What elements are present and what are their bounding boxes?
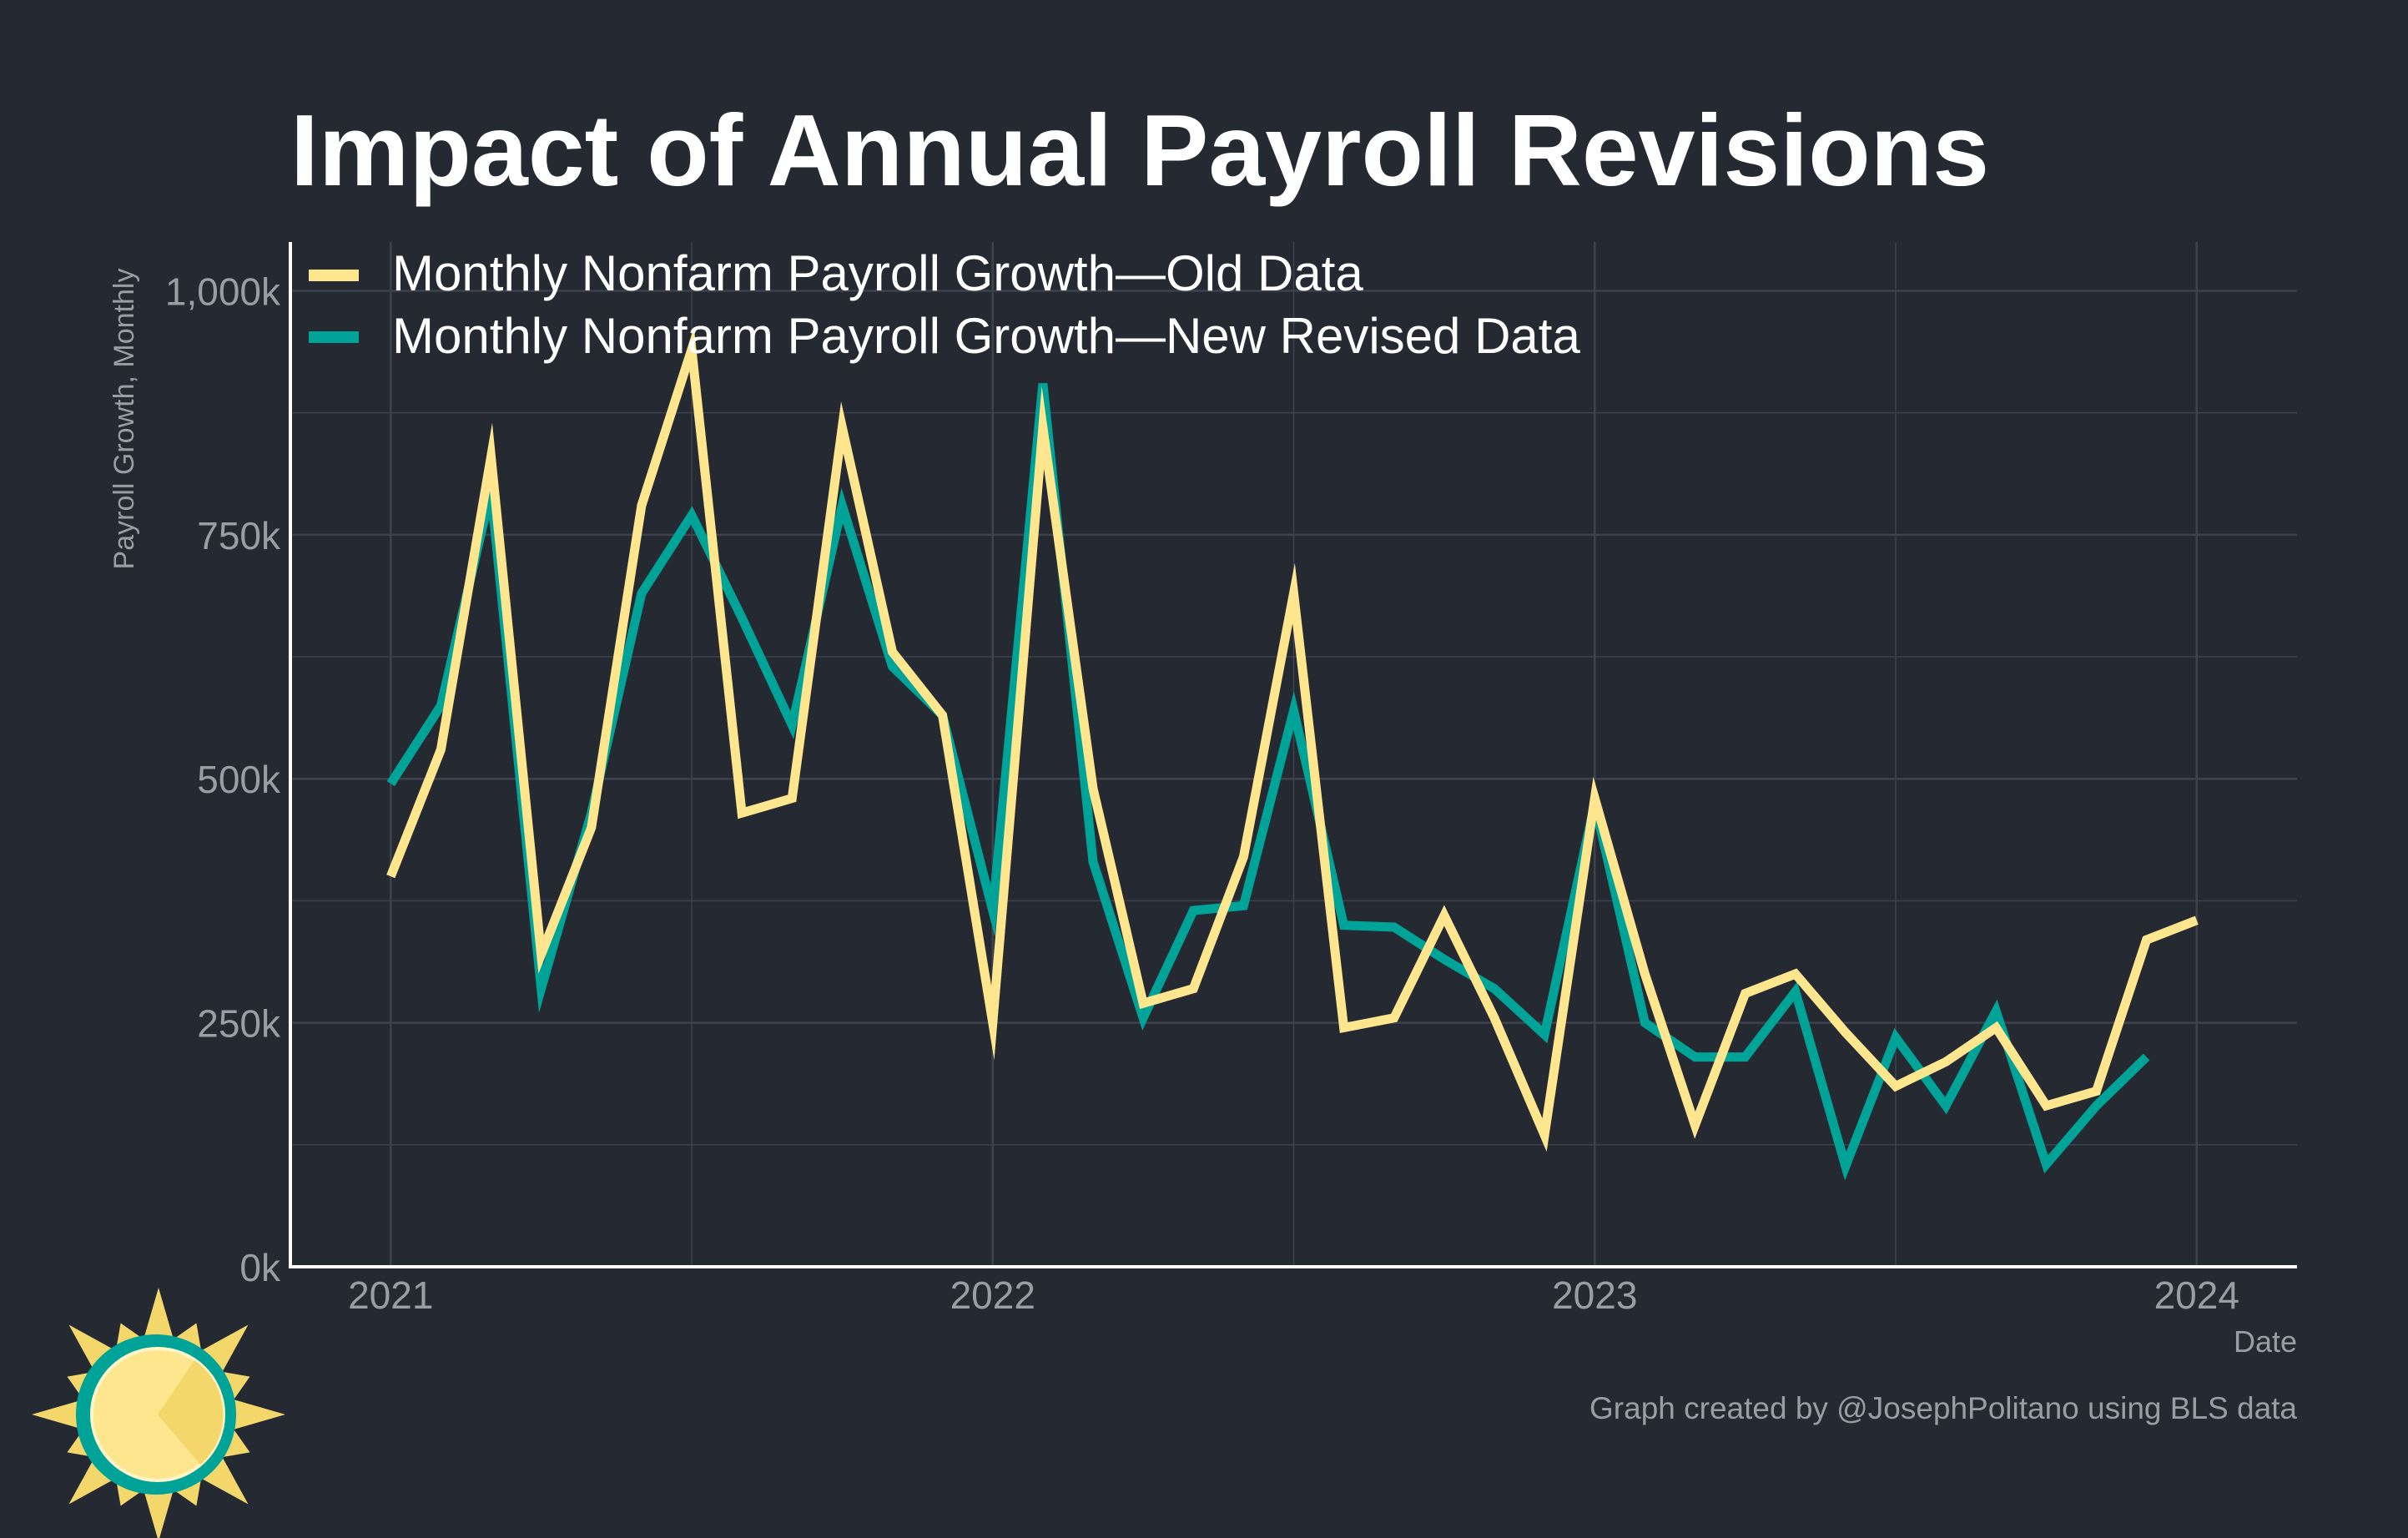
axes bbox=[289, 242, 2297, 1268]
chart-title: Impact of Annual Payroll Revisions bbox=[290, 93, 1989, 207]
x-tick-label: 2023 bbox=[1552, 1273, 1637, 1317]
y-axis-label: Payroll Growth, Monthly bbox=[108, 269, 140, 570]
sun-shade bbox=[158, 1360, 224, 1465]
sun-logo-icon bbox=[32, 1288, 285, 1538]
legend-label-old: Monthly Nonfarm Payroll Growth—Old Data bbox=[392, 245, 1363, 301]
y-tick-label: 250k bbox=[197, 1002, 281, 1046]
x-tick-label: 2021 bbox=[348, 1273, 433, 1317]
y-tick-label: 500k bbox=[197, 758, 281, 801]
tick-labels: 0k 250k 500k 750k 1,000k 2021 2022 2023 2024 bbox=[165, 270, 2239, 1317]
x-tick-label: 2024 bbox=[2154, 1273, 2239, 1317]
y-tick-label: 0k bbox=[239, 1246, 281, 1289]
gridlines bbox=[290, 242, 2297, 1267]
series-lines bbox=[386, 327, 2199, 1181]
series-line-old bbox=[386, 327, 2199, 1152]
legend-label-new: Monthly Nonfarm Payroll Growth—New Revis… bbox=[392, 308, 1580, 364]
x-axis-label: Date bbox=[2234, 1324, 2297, 1359]
y-tick-label: 1,000k bbox=[165, 270, 281, 313]
caption: Graph created by @JosephPolitano using B… bbox=[1589, 1391, 2297, 1425]
x-tick-label: 2022 bbox=[950, 1273, 1035, 1317]
y-tick-label: 750k bbox=[197, 514, 281, 557]
legend: Monthly Nonfarm Payroll Growth—Old Data … bbox=[309, 245, 1580, 364]
series-line-new bbox=[386, 383, 2150, 1181]
